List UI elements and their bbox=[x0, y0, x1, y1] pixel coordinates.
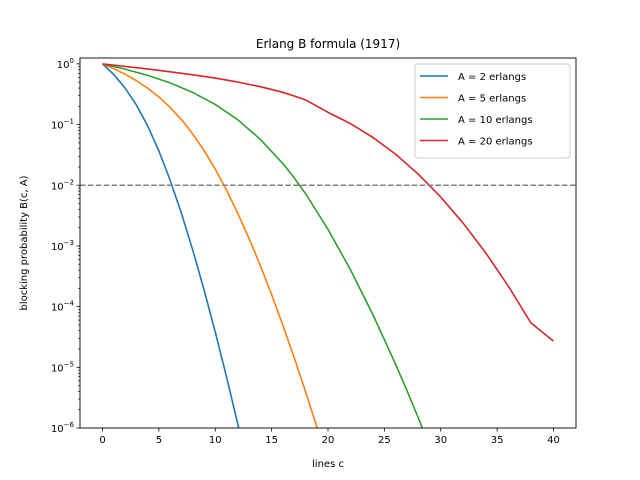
x-tick-label: 35 bbox=[491, 435, 504, 446]
legend-label: A = 5 erlangs bbox=[458, 94, 526, 105]
x-tick-label: 0 bbox=[99, 435, 105, 446]
x-tick-label: 20 bbox=[322, 435, 335, 446]
legend-label: A = 20 erlangs bbox=[458, 137, 533, 148]
series-line-1 bbox=[102, 63, 319, 428]
legend-label: A = 2 erlangs bbox=[458, 72, 526, 83]
legend-label: A = 10 erlangs bbox=[458, 115, 533, 126]
x-axis-label: lines c bbox=[312, 459, 344, 470]
series-line-2 bbox=[102, 63, 424, 428]
plot-series bbox=[80, 63, 576, 428]
x-tick-label: 40 bbox=[547, 435, 560, 446]
legend: A = 2 erlangs A = 5 erlangs A = 10 erlangs… bbox=[414, 63, 571, 159]
x-tick-label: 5 bbox=[156, 435, 162, 446]
legend-box bbox=[414, 63, 571, 159]
series-line-0 bbox=[101, 63, 240, 428]
x-axis: 0 5 10 15 20 25 30 35 40 bbox=[99, 428, 560, 446]
x-tick-label: 10 bbox=[209, 435, 222, 446]
chart-title: Erlang B formula (1917) bbox=[256, 37, 400, 51]
x-tick-label: 15 bbox=[265, 435, 278, 446]
x-tick-label: 30 bbox=[434, 435, 447, 446]
series-line-3 bbox=[102, 63, 554, 342]
y-axis-label: blocking probability B(c, A) bbox=[19, 175, 30, 310]
x-tick-label: 25 bbox=[378, 435, 391, 446]
